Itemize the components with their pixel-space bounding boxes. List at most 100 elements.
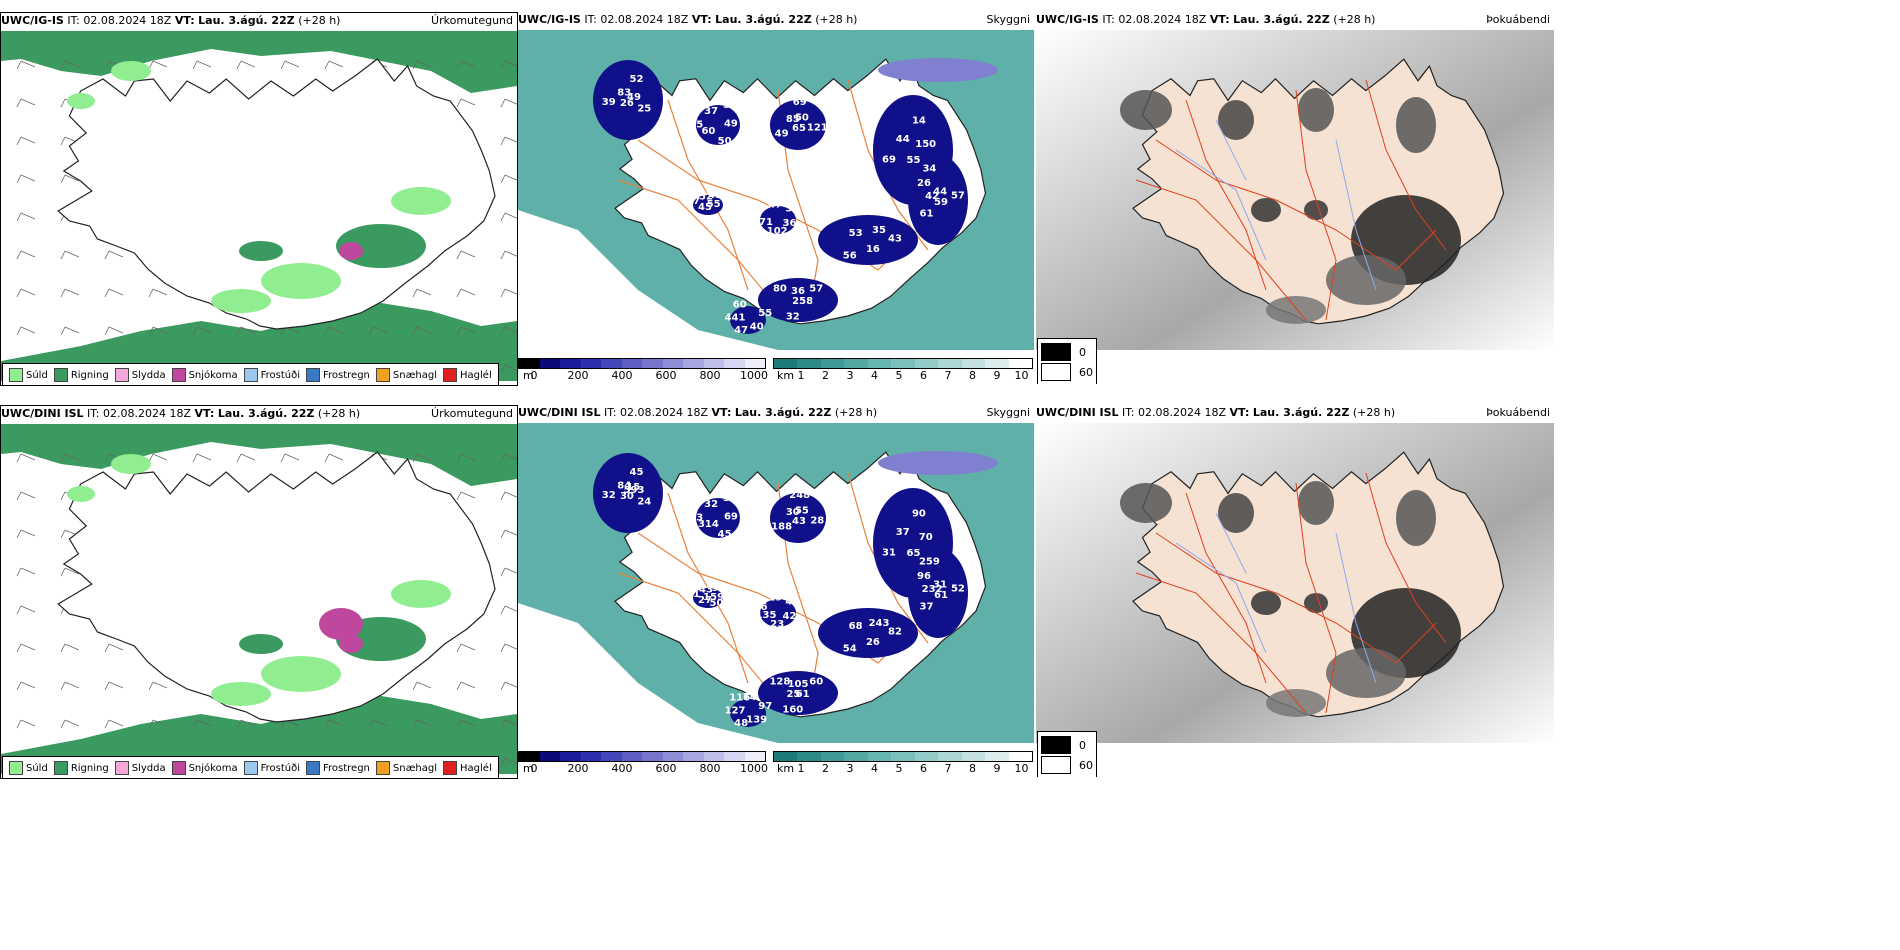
visibility-colorbar: km 1 2 3 4 5 6 7 8 9 10 xyxy=(773,751,1033,776)
wind-barb xyxy=(16,643,36,653)
low-cloud-cell xyxy=(770,493,826,543)
cloud-base-label: 42 xyxy=(785,597,799,608)
river-line xyxy=(1175,149,1267,261)
precip-map[interactable] xyxy=(1,31,517,381)
wind-barb xyxy=(236,453,256,463)
colorbar-swatch xyxy=(519,359,540,368)
fog-cell xyxy=(1304,200,1328,220)
legend-label: Slydda xyxy=(131,369,166,381)
low-cloud-cell xyxy=(593,60,663,140)
cloud-base-label: 52 xyxy=(699,191,713,202)
valid-time: Lau. 3.ágú. 22Z xyxy=(198,14,295,27)
low-cloud-cell xyxy=(908,548,968,638)
colorbar-swatch xyxy=(914,359,939,368)
wind-barb xyxy=(500,491,517,501)
fog-cell xyxy=(1120,90,1172,130)
wind-barb xyxy=(16,136,36,146)
cloud-base-label: 52 xyxy=(951,583,965,594)
colorbar-tick: 2 xyxy=(822,369,829,382)
river-line xyxy=(1215,119,1247,181)
wind-barb xyxy=(500,136,517,146)
wind-barb xyxy=(236,326,256,336)
colorbar-swatch xyxy=(539,752,560,761)
parameter-name: Úrkomutegund xyxy=(431,14,513,27)
model-name: UWC/IG-IS xyxy=(518,13,581,26)
cloud-base-label: 50 xyxy=(718,136,732,147)
fog-cell xyxy=(1251,198,1281,222)
wind-barb xyxy=(192,719,212,729)
fog-cell xyxy=(1326,648,1406,698)
wind-barb xyxy=(456,453,476,463)
colorbar-tick: 200 xyxy=(567,369,589,382)
colorbar-tick: 10 xyxy=(1014,369,1029,382)
cloud-base-label: 25 xyxy=(689,120,703,131)
colorbar-ticks: m 0 200 400 600 800 1000 xyxy=(518,762,768,776)
visibility-map[interactable]: 5933142482592322431601161591354545307037… xyxy=(518,423,1034,743)
precip-type-legend: Súld Rigning Slydda Snjókoma Frostúði Frostre… xyxy=(2,363,499,385)
model-name: UWC/IG-IS xyxy=(1,14,64,27)
visibility-map[interactable]: 4960693442353260557152508515061582584414… xyxy=(518,30,1034,350)
colorbar-swatch xyxy=(774,752,798,761)
wind-barb xyxy=(324,326,344,336)
cloud-base-label: 70 xyxy=(919,532,933,543)
visibility-colorbar: km 1 2 3 4 5 6 7 8 9 10 xyxy=(773,358,1033,383)
precip-cell xyxy=(67,486,95,502)
cloud-base-label: 93 xyxy=(712,583,726,594)
wind-barb xyxy=(456,288,476,298)
precip-cell xyxy=(391,187,451,215)
fog-map[interactable] xyxy=(1036,30,1554,350)
cloud-base-label: 65 xyxy=(907,548,921,559)
cloud-base-label: 121 xyxy=(807,122,828,133)
wind-barb xyxy=(280,453,300,463)
legend-swatch xyxy=(443,368,458,382)
cloud-base-label: 82 xyxy=(888,626,902,637)
wind-barb xyxy=(16,681,36,691)
cloud-base-colorbar: m 0 200 400 600 800 1000 xyxy=(518,358,768,383)
fog-legend-swatch xyxy=(1041,756,1071,774)
cloud-base-colorbar: m 0 200 400 600 800 1000 xyxy=(518,751,768,776)
init-time: 02.08.2024 18Z xyxy=(83,14,172,27)
legend-item: Frostregn xyxy=(306,761,370,775)
fog-map[interactable] xyxy=(1036,423,1554,743)
colorbar-tick: 2 xyxy=(822,762,829,775)
colorbar-swatch xyxy=(560,752,581,761)
wind-barb xyxy=(236,719,256,729)
precip-type-panel: UWC/IG-IS IT: 02.08.2024 18Z VT: Lau. 3.… xyxy=(0,12,518,386)
colorbar-tick: 4 xyxy=(871,369,878,382)
cloud-base-label: 60 xyxy=(701,126,715,137)
wind-barb xyxy=(368,719,388,729)
colorbar-swatch xyxy=(744,752,765,761)
low-cloud-cell xyxy=(770,100,826,150)
colorbar-tick: 9 xyxy=(993,369,1001,382)
cloud-band xyxy=(878,451,998,475)
colorbar-swatch xyxy=(662,359,683,368)
precip-map[interactable] xyxy=(1,424,517,774)
cloud-base-label: 159 xyxy=(703,592,724,603)
wind-barb xyxy=(148,681,168,691)
colorbar-swatch xyxy=(642,752,663,761)
wind-barb xyxy=(412,288,432,298)
wind-barb xyxy=(412,719,432,729)
legend-swatch xyxy=(53,761,68,775)
colorbar-tick: 200 xyxy=(567,762,589,775)
low-cloud-cell xyxy=(696,498,740,538)
cloud-base-label: 53 xyxy=(849,228,863,239)
cloud-base-label: 314 xyxy=(698,519,719,530)
cloud-base-label: 56 xyxy=(843,250,857,261)
model-name: UWC/IG-IS xyxy=(1036,13,1099,26)
colorbar-unit: m xyxy=(523,369,534,382)
low-cloud-cell xyxy=(758,278,838,322)
cloud-base-label: 37 xyxy=(686,196,700,207)
precip-cell xyxy=(67,93,95,109)
cloud-base-label: 83 xyxy=(617,87,631,98)
legend-swatch xyxy=(243,368,258,382)
legend-swatch xyxy=(114,761,129,775)
wind-barb xyxy=(16,98,36,108)
cloud-base-label: 116 xyxy=(729,693,750,704)
cloud-base-label: 57 xyxy=(809,284,823,295)
legend-item: Slydda xyxy=(114,761,166,775)
cloud-base-label: 14 xyxy=(912,116,926,127)
colorbar-swatch xyxy=(601,752,622,761)
wind-barb xyxy=(500,288,517,298)
valid-label: VT: xyxy=(691,13,712,26)
